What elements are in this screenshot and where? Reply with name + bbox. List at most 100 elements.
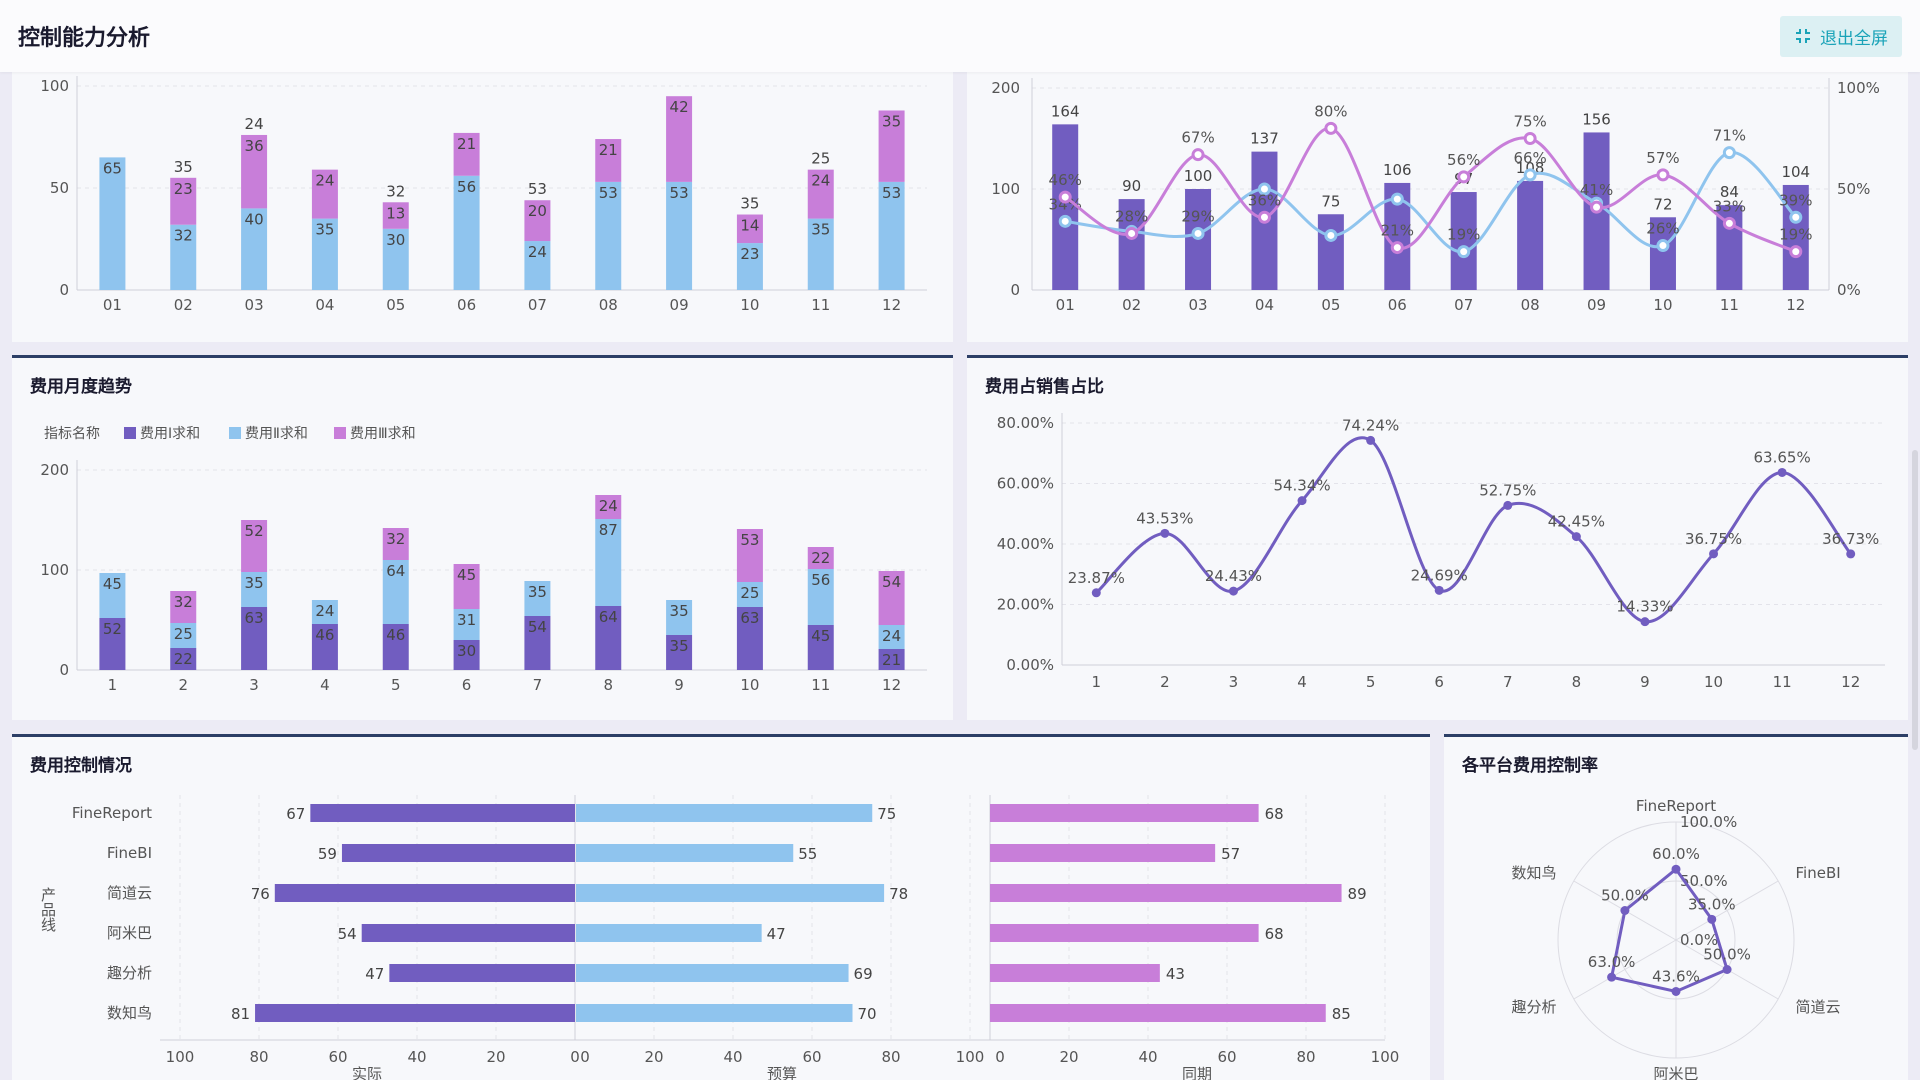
data-label: 22: [811, 549, 830, 567]
bar-2: [878, 625, 905, 649]
bar-3: [453, 132, 480, 176]
data-label: 21: [882, 651, 901, 669]
platform-control-rate-title: 各平台费用控制率: [1462, 756, 1598, 776]
radar-point: [1671, 986, 1681, 996]
data-label: 104: [1781, 163, 1810, 181]
data-label: 32: [174, 593, 193, 611]
x-tick-label: 11: [811, 676, 830, 694]
data-label: 65: [103, 159, 122, 177]
panel-monthly-trend: 费用月度趋势 0 100 200 1 52 45 2 22 25 32 3 63 35 52 4 46 24 5 4…: [12, 355, 953, 720]
data-label: 75: [1321, 192, 1340, 210]
x-tick-label: 0: [580, 1048, 590, 1066]
data-label: 156: [1582, 110, 1611, 128]
data-label: 36: [245, 137, 264, 155]
bar-3: [807, 169, 834, 219]
data-label: 35: [811, 221, 830, 239]
line-point: [1722, 146, 1736, 160]
bar-prior: [990, 964, 1160, 982]
data-label: 66%: [1513, 149, 1546, 167]
y-tick-label: 0: [59, 661, 69, 679]
data-label: 32: [174, 227, 193, 245]
data-label: 63: [740, 609, 759, 627]
panel-platform-control-rate: 各平台费用控制率 FineReport FineBI 简道云 阿米巴 趣分析 数知鸟 0.0…: [1444, 734, 1908, 1080]
data-label: 24: [882, 627, 901, 645]
data-label: 60.0%: [1652, 845, 1700, 863]
data-label: 41%: [1580, 181, 1613, 199]
x-tick-label: 10: [1704, 673, 1723, 691]
line-point: [1366, 435, 1376, 445]
data-label: 56: [457, 178, 476, 196]
data-label: 28%: [1115, 207, 1148, 225]
x-tick-label: 08: [1521, 296, 1540, 314]
panel-expense-control: 费用控制情况 产品线 100 0 0 80 20 20 60 40 40 40 60 60 20 80 80 0…: [12, 734, 1430, 1080]
line-point: [1091, 588, 1101, 598]
exit-fullscreen-button[interactable]: 退出全屏: [1780, 15, 1902, 57]
data-label: 24: [315, 172, 334, 190]
bar-budget: [576, 804, 873, 822]
data-label: 24.43%: [1205, 567, 1262, 585]
line-point: [1125, 226, 1139, 240]
bar-3: [241, 520, 268, 572]
x-tick-label: 20: [486, 1048, 505, 1066]
data-label: 56%: [1447, 151, 1480, 169]
x-axis-title: 实际: [352, 1065, 382, 1080]
data-label: 30: [386, 231, 405, 249]
line-point: [1324, 121, 1338, 135]
x-tick-label: 2: [1160, 673, 1170, 691]
radar-point: [1671, 864, 1681, 874]
data-label: 19%: [1779, 226, 1812, 244]
line-point: [1846, 549, 1856, 559]
data-label: 63.65%: [1754, 448, 1811, 466]
data-label: 54: [528, 618, 547, 636]
x-tick-label: 09: [1587, 296, 1606, 314]
bar-2: [170, 623, 197, 648]
x-tick-label: 80: [881, 1048, 900, 1066]
y-tick-label: 简道云: [107, 884, 152, 902]
data-label: 23: [174, 180, 193, 198]
data-label: 23: [740, 245, 759, 263]
data-label: 72: [1653, 195, 1672, 213]
bar-1: [595, 606, 622, 670]
bar-1: [311, 624, 338, 670]
data-label: 67: [286, 805, 305, 823]
data-label: 68: [1265, 925, 1284, 943]
compress-icon: [1796, 29, 1810, 43]
bar-1: [382, 624, 409, 670]
x-tick-label: 2: [178, 676, 188, 694]
data-label: 26%: [1646, 220, 1679, 238]
bar-3: [736, 529, 763, 582]
data-label: 35: [670, 637, 689, 655]
radar-axis-label: FineReport: [1636, 797, 1716, 815]
bar-1: [736, 607, 763, 670]
bar-3: [170, 591, 197, 623]
data-label: 21: [457, 135, 476, 153]
x-tick-label: 10: [740, 676, 759, 694]
radar-axis-label: 阿米巴: [1653, 1065, 1698, 1080]
bar-3: [170, 177, 197, 225]
bar: [1517, 180, 1544, 290]
line-point: [1503, 500, 1513, 510]
bar-2: [382, 560, 409, 624]
bar-budget: [576, 1004, 853, 1022]
radar-axis-label: 数知鸟: [1511, 864, 1556, 882]
bar: [1052, 124, 1079, 290]
legend-swatch-2: [229, 427, 241, 439]
header-bar: 控制能力分析 退出全屏: [0, 0, 1920, 72]
data-label: 43.6%: [1652, 967, 1700, 985]
bar: [1649, 217, 1676, 290]
x-axis-title: 预算: [767, 1065, 797, 1080]
scrollbar[interactable]: [1912, 450, 1918, 750]
bar-2: [524, 241, 551, 290]
bar: [1782, 184, 1809, 290]
expense-ratio-title: 费用占销售占比: [985, 377, 1104, 397]
line-point: [1228, 586, 1238, 596]
x-tick-label: 06: [457, 296, 476, 314]
data-label: 31: [457, 611, 476, 629]
data-label: 46%: [1049, 171, 1082, 189]
data-label: 21: [599, 141, 618, 159]
line-point: [1297, 496, 1307, 506]
x-tick-label: 12: [882, 296, 901, 314]
data-label: 75%: [1513, 113, 1546, 131]
x-tick-label: 04: [315, 296, 334, 314]
